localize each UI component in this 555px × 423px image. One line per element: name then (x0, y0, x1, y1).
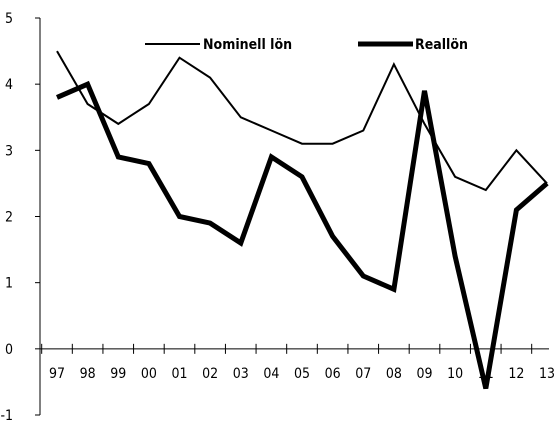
x-tick-label: 01 (171, 366, 187, 382)
axes (35, 17, 549, 416)
y-tick-label: 2 (5, 210, 13, 226)
x-tick-label: 03 (233, 366, 249, 382)
x-tick-label: 99 (110, 366, 126, 382)
x-tick-label: 05 (294, 366, 310, 382)
x-tick-label: 02 (202, 366, 218, 382)
x-tick-label: 09 (416, 366, 432, 382)
y-tick-label: 1 (5, 276, 13, 292)
series-line-nominell-lon (56, 50, 548, 192)
y-tick-label: 4 (5, 77, 13, 93)
series-lines (56, 50, 549, 390)
x-tick-label: 13 (539, 366, 555, 382)
y-tick-label: -1 (0, 408, 13, 423)
x-tick-label: 06 (325, 366, 341, 382)
x-tick-label: 08 (386, 366, 402, 382)
x-tick-label: 97 (49, 366, 65, 382)
legend-label: Reallön (415, 37, 468, 53)
x-tick-label: 04 (263, 366, 279, 382)
series-line-reallon (56, 80, 549, 390)
legend: Nominell lön Reallön (145, 37, 468, 53)
y-tick-label: 0 (5, 342, 13, 358)
x-tick-label: 07 (355, 366, 371, 382)
y-tick-label: 3 (5, 143, 13, 159)
x-tick-label: 12 (508, 366, 524, 382)
legend-label: Nominell lön (203, 37, 292, 53)
y-tick-labels: -1 0 1 2 3 4 5 (0, 11, 13, 423)
x-tick-label: 98 (80, 366, 96, 382)
x-tick-label: 00 (141, 366, 157, 382)
x-tick-label: 10 (447, 366, 463, 382)
y-tick-label: 5 (5, 11, 13, 27)
